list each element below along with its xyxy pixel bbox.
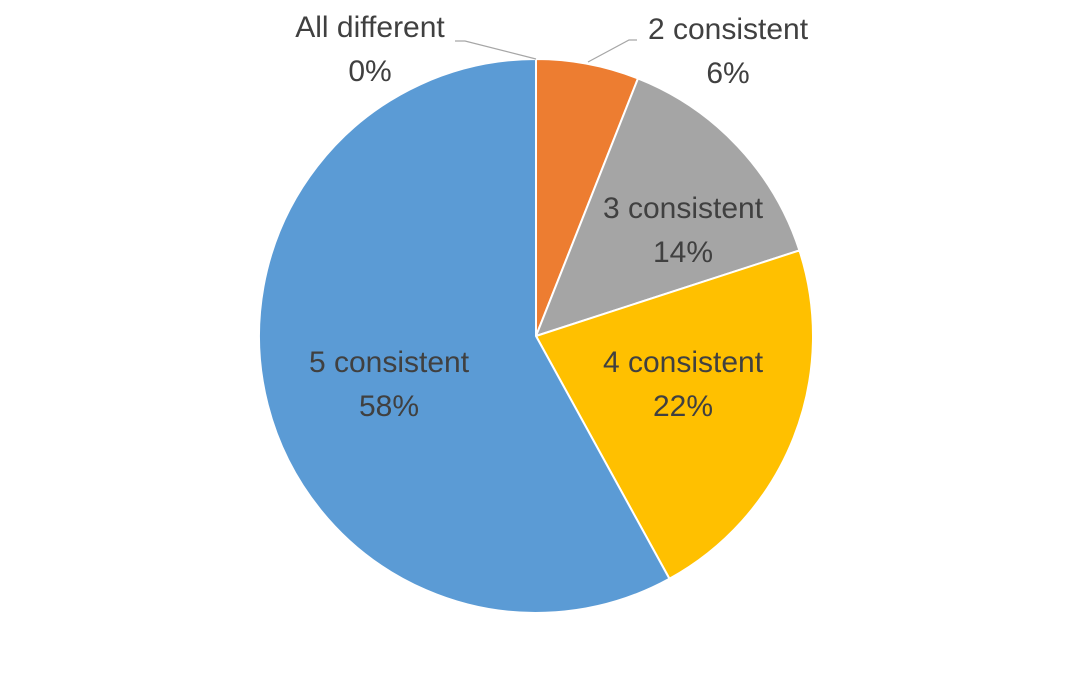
data-label-category-3-consistent: 3 consistent bbox=[603, 192, 764, 225]
slices-layer bbox=[258, 57, 814, 614]
data-label-category-all-different: All different bbox=[295, 11, 445, 44]
data-label-category-5-consistent: 5 consistent bbox=[309, 346, 470, 379]
data-label-category-4-consistent: 4 consistent bbox=[603, 346, 764, 379]
data-label-percent-5-consistent: 58% bbox=[359, 390, 419, 423]
data-label-percent-4-consistent: 22% bbox=[653, 390, 713, 423]
data-labels-layer: All different 0% 2 consistent 6% 3 consisten… bbox=[295, 11, 808, 423]
leader-line-2-consistent bbox=[587, 39, 637, 63]
pie-slice-5-consistent bbox=[258, 57, 671, 614]
leader-lines-layer bbox=[455, 39, 637, 63]
data-label-percent-all-different: 0% bbox=[348, 55, 391, 88]
data-label-percent-3-consistent: 14% bbox=[653, 236, 713, 269]
leader-line-all-different bbox=[455, 40, 537, 60]
pie-slice-4-consistent bbox=[534, 249, 814, 581]
data-label-percent-2-consistent: 6% bbox=[706, 57, 749, 90]
data-label-category-2-consistent: 2 consistent bbox=[648, 13, 809, 46]
